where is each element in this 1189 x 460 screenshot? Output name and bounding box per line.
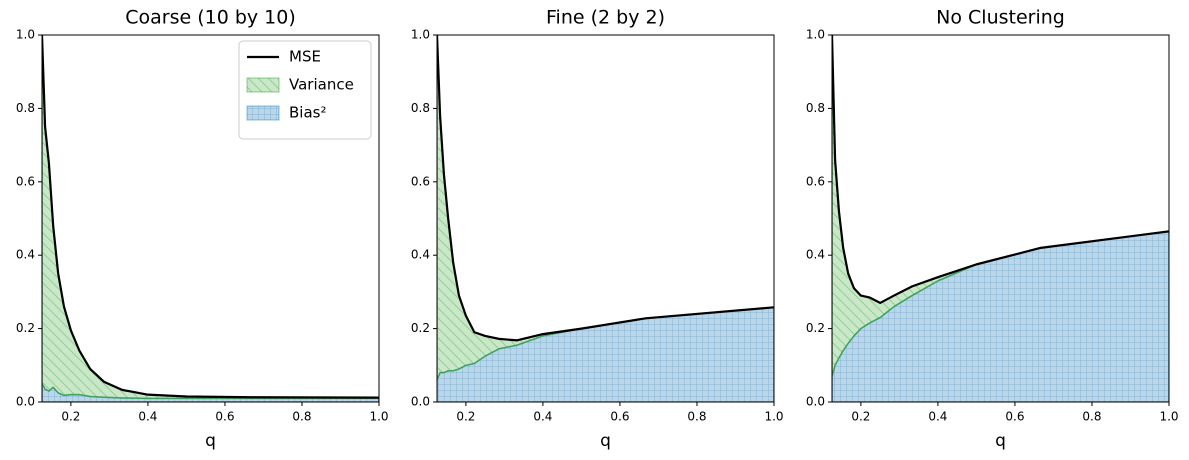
y-tick-label: 0.2	[16, 321, 35, 335]
line	[437, 35, 774, 342]
y-tick-label: 1.0	[411, 28, 430, 42]
legend-swatch-hatch	[246, 77, 280, 93]
legend-label: MSE	[289, 48, 321, 66]
x-tick-label: 0.2	[851, 410, 870, 424]
legend-swatch-hatch	[246, 105, 280, 121]
x-tick-label: 0.8	[292, 410, 311, 424]
chart-title: No Clustering	[936, 7, 1065, 29]
plot-area	[832, 35, 1169, 402]
x-tick-label: 0.6	[1005, 410, 1024, 424]
x-axis-label: q	[205, 431, 216, 451]
y-tick-label: 0.8	[16, 101, 35, 115]
y-tick-label: 0.0	[411, 395, 430, 409]
y-tick-label: 0.6	[16, 174, 35, 188]
y-tick-label: 0.0	[16, 395, 35, 409]
y-tick-label: 0.6	[411, 174, 430, 188]
y-tick-label: 0.4	[411, 248, 430, 262]
plot-area	[42, 35, 379, 402]
x-tick-label: 0.4	[928, 410, 947, 424]
x-tick-label: 0.6	[610, 410, 629, 424]
y-tick-label: 0.8	[806, 101, 825, 115]
x-tick-label: 1.0	[764, 410, 783, 424]
y-tick-label: 0.2	[411, 321, 430, 335]
y-tick-label: 1.0	[806, 28, 825, 42]
x-tick-label: 0.4	[533, 410, 552, 424]
legend-label: Variance	[289, 76, 354, 94]
x-tick-label: 0.2	[61, 410, 80, 424]
plot-area	[437, 35, 774, 402]
axes-frame	[436, 34, 775, 403]
y-tick-label: 0.0	[806, 395, 825, 409]
y-tick-label: 0.4	[16, 248, 35, 262]
x-tick-label: 0.4	[138, 410, 157, 424]
axes-frame	[41, 34, 380, 403]
x-tick-label: 0.2	[456, 410, 475, 424]
axes-frame	[831, 34, 1170, 403]
y-tick-label: 0.2	[806, 321, 825, 335]
y-tick-label: 0.4	[806, 248, 825, 262]
y-tick-label: 1.0	[16, 28, 35, 42]
chart-title: Fine (2 by 2)	[546, 7, 665, 29]
x-tick-label: 1.0	[369, 410, 388, 424]
x-axis-label: q	[600, 431, 611, 451]
x-tick-label: 0.6	[215, 410, 234, 424]
y-tick-label: 0.8	[411, 101, 430, 115]
x-axis-label: q	[995, 431, 1006, 451]
x-tick-label: 0.8	[1082, 410, 1101, 424]
chart-title: Coarse (10 by 10)	[125, 7, 296, 29]
x-tick-label: 0.8	[687, 410, 706, 424]
line	[832, 35, 1169, 305]
area-hatch	[832, 230, 1169, 402]
line	[42, 35, 379, 399]
y-tick-label: 0.6	[806, 174, 825, 188]
x-tick-label: 1.0	[1159, 410, 1178, 424]
legend-label: Bias²	[289, 104, 326, 122]
